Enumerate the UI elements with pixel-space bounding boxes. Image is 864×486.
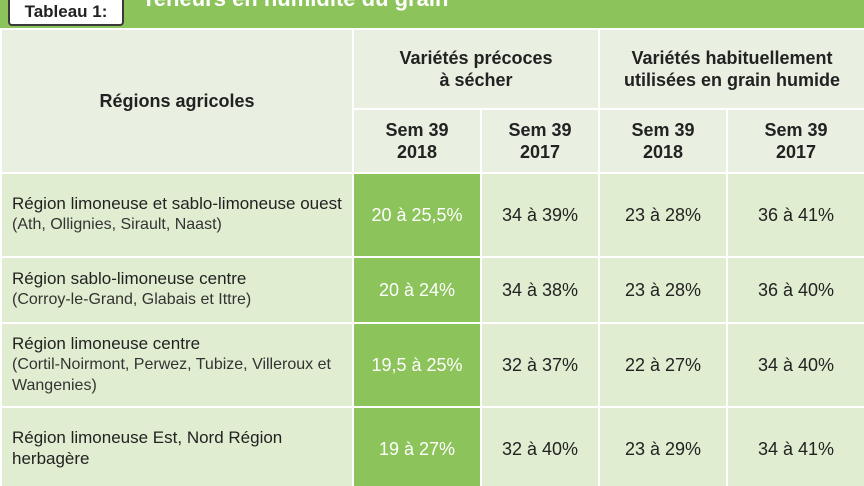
region-name: Région limoneuse Est, Nord Région herbag…: [12, 428, 283, 468]
value-cell: 23 à 28%: [598, 172, 729, 258]
value-cell: 23 à 28%: [598, 256, 729, 324]
table-row: Région sablo-limoneuse centre (Corroy-le…: [0, 256, 864, 324]
value-cell: 34 à 38%: [479, 256, 601, 324]
table-title: Teneurs en humidité du grain: [142, 0, 448, 12]
value-cell: 19 à 27%: [352, 406, 482, 486]
group-header-early: Variétés précoces à sécher: [351, 28, 601, 110]
region-cell: Région limoneuse centre (Cortil-Noirmont…: [0, 322, 354, 408]
group-header-humid-line1: Variétés habituellement: [631, 48, 833, 68]
value-cell: 23 à 29%: [598, 406, 729, 486]
value-cell: 34 à 39%: [479, 172, 601, 258]
value-cell: 22 à 27%: [598, 322, 729, 408]
region-towns: (Ath, Ollignies, Sirault, Naast): [12, 216, 222, 233]
group-header-humid-line2: utilisées en grain humide: [623, 70, 841, 90]
sub-header: Sem 39 2018: [352, 108, 482, 174]
value-cell: 20 à 25,5%: [352, 172, 482, 258]
value-cell: 34 à 40%: [726, 322, 864, 408]
value-cell: 20 à 24%: [352, 256, 482, 324]
sub-header: Sem 39 2017: [726, 108, 864, 174]
region-towns: (Cortil-Noirmont, Perwez, Tubize, Viller…: [12, 355, 331, 394]
region-name: Région sablo-limoneuse centre: [12, 269, 247, 288]
title-bar: Tableau 1: Teneurs en humidité du grain: [0, 0, 864, 28]
value-cell: 36 à 40%: [726, 256, 864, 324]
sub-header: Sem 39 2017: [479, 108, 601, 174]
table-tag: Tableau 1:: [8, 0, 124, 26]
table-row: Région limoneuse et sablo-limoneuse oues…: [0, 172, 864, 258]
region-cell: Région limoneuse et sablo-limoneuse oues…: [0, 172, 354, 258]
region-cell: Région sablo-limoneuse centre (Corroy-le…: [0, 256, 354, 324]
region-cell: Région limoneuse Est, Nord Région herbag…: [0, 406, 354, 486]
region-towns: (Corroy-le-Grand, Glabais et Ittre): [12, 291, 252, 308]
group-header-humid: Variétés habituellement utilisées en gra…: [598, 28, 864, 110]
table-row: Région limoneuse Est, Nord Région herbag…: [0, 406, 864, 486]
sub-header: Sem 39 2018: [598, 108, 729, 174]
value-cell: 32 à 40%: [479, 406, 601, 486]
group-header-early-line1: Variétés précoces: [399, 48, 553, 68]
value-cell: 36 à 41%: [726, 172, 864, 258]
value-cell: 32 à 37%: [479, 322, 601, 408]
region-name: Région limoneuse et sablo-limoneuse oues…: [12, 194, 342, 213]
table-row: Région limoneuse centre (Cortil-Noirmont…: [0, 322, 864, 408]
value-cell: 19,5 à 25%: [352, 322, 482, 408]
moisture-table: Régions agricoles Variétés précoces à sé…: [0, 28, 864, 486]
region-name: Région limoneuse centre: [12, 333, 201, 353]
group-header-early-line2: à sécher: [439, 70, 513, 90]
value-cell: 34 à 41%: [726, 406, 864, 486]
region-column-header: Régions agricoles: [0, 28, 354, 174]
